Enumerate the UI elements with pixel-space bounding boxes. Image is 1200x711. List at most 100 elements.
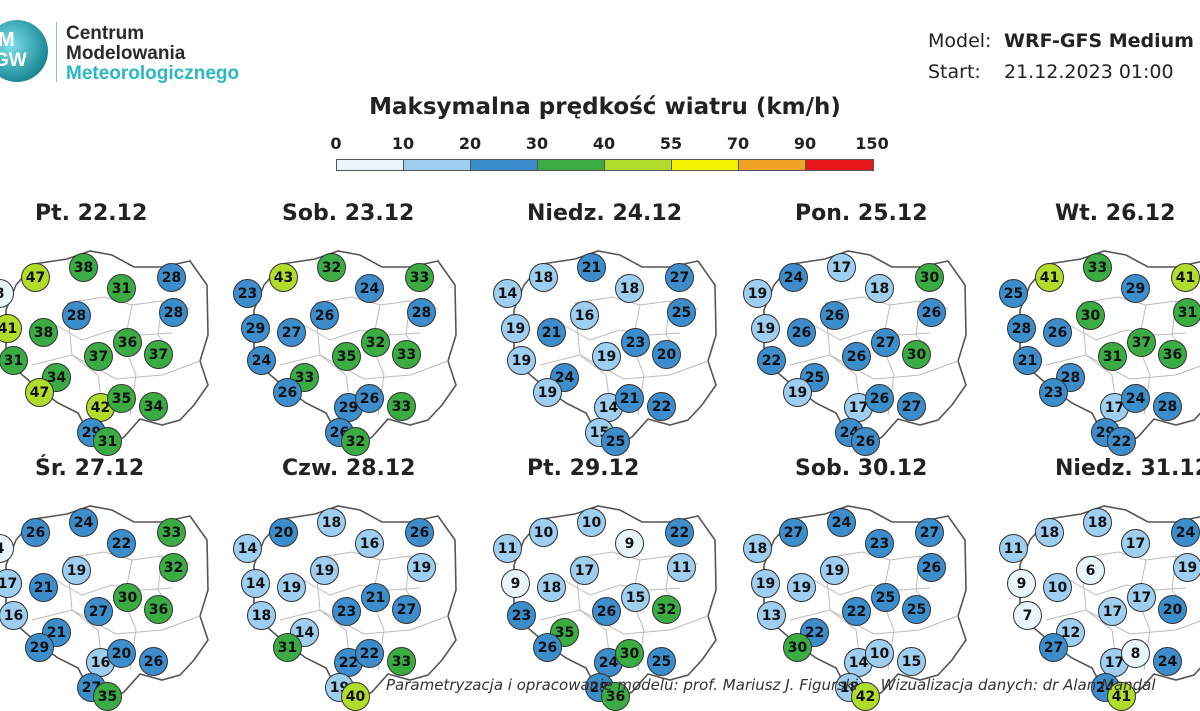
station-marker: 34 — [139, 392, 168, 421]
station-marker: 27 — [871, 328, 900, 357]
station-marker: 38 — [29, 318, 58, 347]
day-panel: Pt. 22.124738288312828413836313737344742… — [0, 201, 242, 456]
station-marker: 24 — [355, 274, 384, 303]
station-marker: 14 — [241, 569, 270, 598]
region-border — [574, 557, 611, 661]
station-marker: 36 — [1158, 340, 1187, 369]
station-marker: 31 — [0, 346, 28, 375]
model-info: Model: WRF-GFS Medium Start: 21.12.2023 … — [928, 26, 1194, 88]
day-label: Wt. 26.12 — [1055, 201, 1176, 226]
station-marker: 31 — [273, 633, 302, 662]
station-marker: 47 — [25, 378, 54, 407]
station-marker: 22 — [757, 346, 786, 375]
station-marker: 23 — [332, 597, 361, 626]
station-marker: 27 — [665, 263, 694, 292]
station-marker: 22 — [355, 639, 384, 668]
station-marker: 7 — [1013, 601, 1042, 630]
logo-line-2: Modelowania — [66, 43, 186, 64]
region-border — [279, 354, 449, 380]
station-marker: 22 — [1107, 427, 1136, 456]
region-border — [809, 577, 931, 596]
station-marker: 19 — [787, 573, 816, 602]
legend-tick-label: 40 — [592, 134, 616, 153]
station-marker: 9 — [615, 529, 644, 558]
station-marker: 32 — [159, 553, 188, 582]
station-marker: 20 — [107, 639, 136, 668]
station-marker: 17 — [827, 253, 856, 282]
footer-model-credit: Parametryzacja i opracowanie modelu: pro… — [386, 676, 858, 694]
legend-tick-label: 70 — [726, 134, 750, 153]
station-marker: 26 — [1043, 318, 1072, 347]
station-marker: 33 — [387, 392, 416, 421]
legend-tick-label: 55 — [659, 134, 683, 153]
station-marker: 19 — [751, 569, 780, 598]
day-label: Pt. 22.12 — [35, 201, 148, 226]
region-border — [539, 609, 709, 635]
region-border — [539, 354, 709, 380]
logo-mark-bottom: GW — [0, 50, 27, 71]
station-marker: 25 — [667, 298, 696, 327]
station-marker: 8 — [1121, 639, 1150, 668]
region-border — [824, 302, 861, 406]
region-border — [1080, 302, 1117, 406]
day-panel: Niedz. 31.12 18 18 24 11 17 19 6 9 10 17 7 17 20 12 27 1… — [999, 456, 1200, 711]
logo-divider — [56, 22, 57, 82]
station-marker: 24 — [1171, 518, 1200, 547]
station-marker: 36 — [144, 595, 173, 624]
station-marker: 27 — [897, 392, 926, 421]
station-marker: 41 — [0, 314, 22, 343]
day-label: Niedz. 24.12 — [527, 201, 683, 226]
region-border — [299, 322, 421, 341]
station-marker: 21 — [577, 253, 606, 282]
day-panel: Pon. 25.12 24 17 30 19 18 26 26 19 26 27 22 26 30 25 19… — [743, 201, 1000, 456]
station-marker: 24 — [594, 648, 623, 677]
station-marker: 22 — [665, 518, 694, 547]
legend-ticks: 0 10 20 30 40 55 70 90 150 — [330, 134, 888, 156]
station-marker: 23 — [865, 529, 894, 558]
station-marker: 11 — [493, 534, 522, 563]
region-border — [1065, 322, 1187, 341]
station-marker: 33 — [405, 263, 434, 292]
model-row: Model: WRF-GFS Medium — [928, 26, 1194, 57]
station-marker: 26 — [533, 633, 562, 662]
station-marker: 17 — [1127, 583, 1156, 612]
station-marker: 11 — [999, 534, 1028, 563]
start-row: Start: 21.12.2023 01:00 — [928, 57, 1194, 88]
station-marker: 24 — [827, 508, 856, 537]
station-marker: 28 — [1153, 392, 1182, 421]
station-marker: 31 — [93, 427, 122, 456]
station-marker: 22 — [842, 597, 871, 626]
day-label: Sob. 30.12 — [795, 456, 928, 481]
station-marker: 23 — [507, 601, 536, 630]
region-border — [1045, 354, 1200, 380]
station-marker: 35 — [107, 384, 136, 413]
logo-line-3: Meteorologicznego — [66, 63, 240, 84]
station-marker: 19 — [592, 342, 621, 371]
station-marker: 22 — [107, 529, 136, 558]
region-border — [51, 322, 173, 341]
station-marker: 29 — [1121, 274, 1150, 303]
station-marker: 9 — [1007, 569, 1036, 598]
station-marker: 31 — [1173, 298, 1200, 327]
station-marker: 24 — [69, 508, 98, 537]
station-marker: 27 — [277, 318, 306, 347]
station-marker: 27 — [84, 597, 113, 626]
model-value: WRF-GFS Medium — [1004, 30, 1194, 52]
station-marker: 18 — [865, 274, 894, 303]
station-marker: 31 — [107, 274, 136, 303]
station-marker: 19 — [743, 279, 772, 308]
start-value: 21.12.2023 01:00 — [1004, 61, 1174, 83]
day-panel: Sob. 30.12 27 24 27 18 23 26 19 19 19 25 13 22 25 22 30… — [743, 456, 1000, 711]
station-marker: 26 — [787, 318, 816, 347]
station-marker: 6 — [1076, 556, 1105, 585]
station-marker: 14 — [493, 279, 522, 308]
station-marker: 25 — [902, 595, 931, 624]
station-marker: 30 — [1076, 301, 1105, 330]
station-marker: 37 — [84, 342, 113, 371]
station-marker: 28 — [1007, 314, 1036, 343]
station-marker: 26 — [917, 553, 946, 582]
station-marker: 25 — [871, 583, 900, 612]
region-border — [824, 557, 861, 661]
legend-color-segment — [404, 160, 471, 170]
station-marker: 14 — [233, 534, 262, 563]
